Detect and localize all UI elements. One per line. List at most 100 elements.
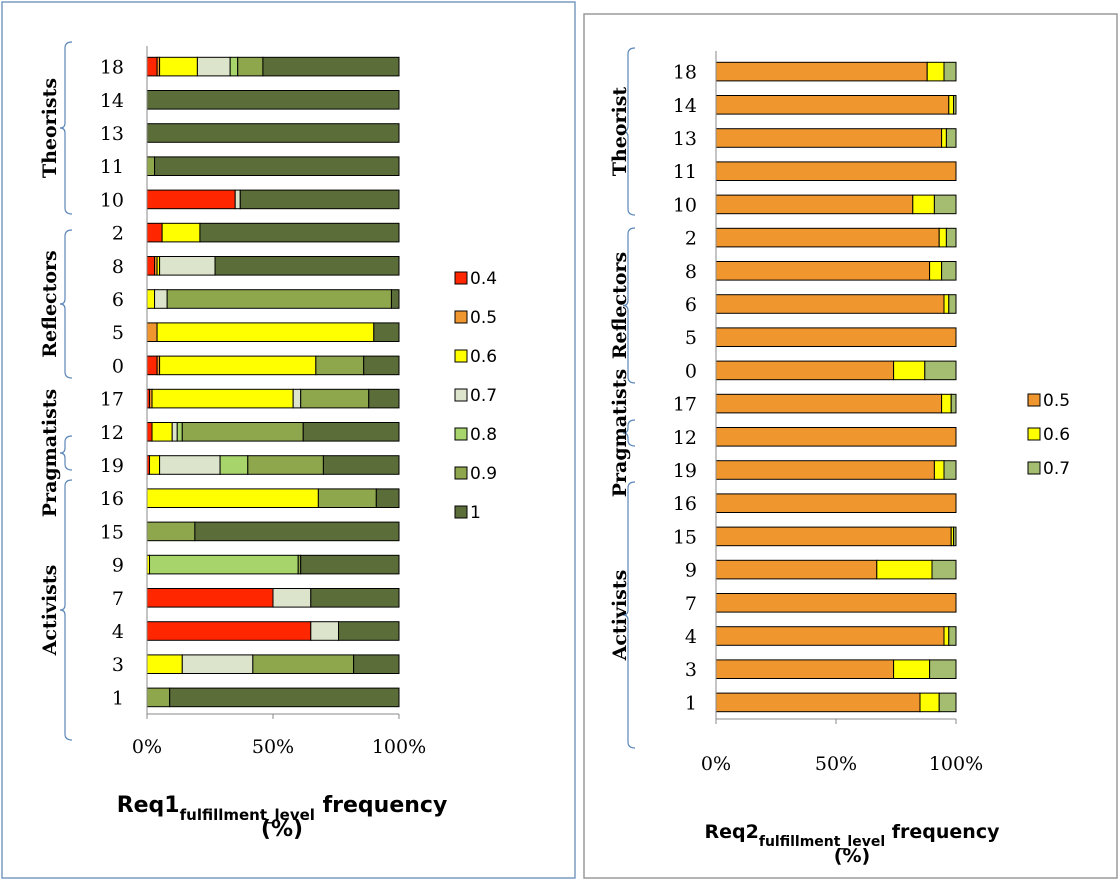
category-label: 16: [100, 488, 124, 510]
legend-swatch: [1027, 393, 1041, 407]
bar-segment-19-0.6: [149, 455, 161, 475]
bar-segment-13-0.6: [941, 128, 947, 148]
category-label: 2: [685, 228, 697, 250]
bar-segment-0-1: [363, 355, 400, 376]
category-label: 9: [112, 555, 124, 577]
bar-segment-9-0.6: [876, 559, 933, 580]
legend-label: 1: [470, 503, 481, 523]
bar-segment-9-0.8: [149, 554, 299, 575]
category-label: 7: [112, 588, 124, 610]
bar-segment-17-0.7: [950, 393, 957, 414]
bar-segment-13-0.5: [715, 128, 943, 148]
bar-segment-3-0.6: [893, 659, 931, 679]
x-tick-label: 50%: [815, 753, 857, 775]
bar-segment-1-1: [169, 687, 400, 708]
category-label: 5: [112, 322, 124, 344]
bar-segment-7-0.7: [272, 588, 312, 608]
bar-segment-10-1: [239, 189, 400, 210]
bar-segment-6-0.7: [154, 289, 168, 309]
category-label: 14: [100, 90, 124, 112]
bar-segment-14-1: [146, 90, 400, 110]
bar-segment-13-0.7: [945, 128, 957, 148]
bar-segment-12-0.6: [151, 422, 173, 442]
x-tick-label: 100%: [929, 753, 983, 775]
bar-segment-16-0.5: [715, 493, 957, 513]
category-label: 2: [112, 223, 124, 245]
legend-swatch: [454, 466, 468, 480]
bar-segment-0-0.6: [893, 360, 926, 381]
bar-segment-19-0.9: [247, 455, 324, 475]
bar-segment-17-0.9: [300, 388, 370, 409]
bar-segment-1-0.6: [919, 692, 940, 713]
bar-segment-17-0.7: [292, 388, 302, 409]
bar-segment-10-0.7: [234, 189, 241, 210]
bar-segment-0-0.6: [159, 355, 317, 376]
category-label: 1: [112, 687, 124, 709]
group-brace: [59, 229, 73, 379]
bar-segment-15-1: [194, 521, 400, 542]
bar-segment-17-0.5: [715, 393, 943, 414]
bar-segment-19-0.6: [933, 460, 945, 480]
category-label: 15: [673, 526, 697, 548]
bar-segment-7-1: [310, 588, 400, 608]
bar-segment-14-0.6: [948, 95, 955, 115]
group-label: Theorist: [609, 87, 631, 177]
group-brace: [59, 41, 73, 215]
group-brace: [59, 435, 73, 471]
bar-segment-17-0.6: [941, 393, 952, 414]
legend-swatch: [454, 349, 468, 363]
bar-segment-18-0.6: [159, 56, 198, 77]
bar-segment-7-0.5: [715, 593, 957, 613]
legend-swatch: [1027, 427, 1041, 441]
category-label: 6: [112, 289, 124, 311]
category-label: 9: [685, 560, 697, 582]
bar-segment-8-1: [214, 256, 400, 276]
bar-segment-1-0.9: [146, 687, 171, 708]
category-label: 10: [100, 189, 124, 211]
x-tick-label: 0%: [132, 736, 162, 758]
bar-segment-14-0.7: [953, 95, 957, 115]
bar-segment-18-1: [262, 56, 400, 77]
bar-segment-6-0.6: [146, 289, 156, 309]
bar-segment-6-0.6: [943, 294, 950, 314]
legend-label: 0.7: [470, 386, 497, 406]
bar-segment-17-0.6: [151, 388, 294, 409]
category-label: 16: [673, 493, 697, 515]
legend-label: 0.4: [470, 269, 497, 289]
category-label: 14: [673, 95, 697, 117]
bar-segment-9-0.7: [931, 559, 957, 580]
bar-segment-8-0.7: [159, 256, 216, 276]
bar-segment-19-0.8: [219, 455, 249, 475]
bar-segment-2-1: [199, 222, 400, 243]
bar-segment-0-0.4: [146, 355, 158, 376]
legend-label: 0.9: [470, 464, 497, 484]
category-label: 17: [100, 389, 124, 411]
bar-segment-0-0.5: [715, 360, 895, 381]
category-label: 17: [673, 394, 697, 416]
bar-segment-19-1: [322, 455, 400, 475]
bar-segment-12-0.5: [715, 427, 957, 447]
category-label: 7: [685, 593, 697, 615]
x-tick-label: 100%: [372, 736, 426, 758]
group-label: Pragmatists: [39, 389, 61, 517]
bar-segment-4-0.4: [146, 621, 312, 641]
bar-segment-12-0.4: [146, 422, 153, 442]
bar-segment-8-0.6: [929, 261, 943, 281]
bar-segment-18-0.5: [715, 61, 928, 82]
bar-segment-4-0.7: [310, 621, 340, 641]
legend-label: 0.5: [1043, 391, 1070, 411]
bar-segment-13-1: [146, 123, 400, 143]
bar-segment-4-0.7: [948, 626, 957, 646]
bar-segment-0-0.9: [315, 355, 365, 376]
category-label: 4: [685, 626, 697, 648]
bar-segment-12-0.7: [171, 422, 178, 442]
category-label: 18: [100, 57, 124, 79]
category-label: 3: [112, 654, 124, 676]
group-brace: [622, 47, 636, 216]
legend-swatch: [454, 310, 468, 324]
bar-segment-18-0.9: [237, 56, 264, 77]
bar-segment-5-1: [373, 322, 400, 342]
bar-segment-12-0.9: [181, 422, 304, 442]
bar-segment-19-0.7: [943, 460, 957, 480]
bar-segment-1-0.7: [938, 692, 957, 713]
